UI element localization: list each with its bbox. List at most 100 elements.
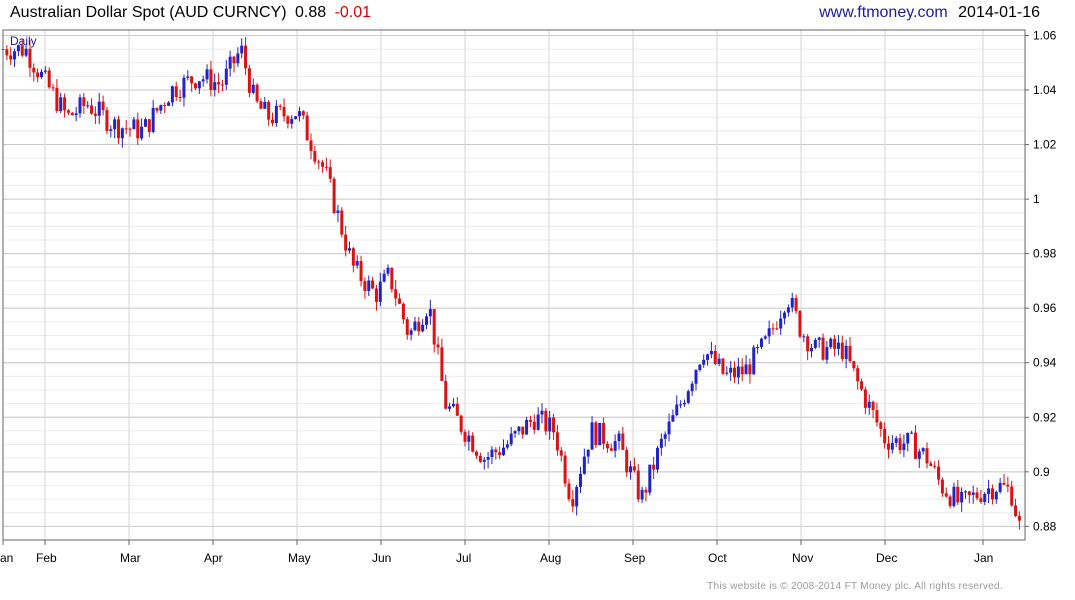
candle-body — [55, 87, 59, 111]
candle-body — [236, 53, 240, 64]
candle-body — [278, 105, 282, 107]
candle-body — [301, 111, 305, 116]
candle-body — [1006, 484, 1010, 487]
candle-body — [898, 438, 902, 451]
candle-body — [671, 415, 675, 422]
chart-date: 2014-01-16 — [958, 4, 1040, 21]
candle-body — [971, 492, 975, 495]
candle-body — [810, 347, 813, 352]
candle-body — [455, 403, 459, 416]
candle-body — [467, 435, 471, 442]
candle-body — [371, 280, 375, 289]
candle-body — [779, 318, 783, 329]
candle-body — [502, 447, 505, 456]
candle-body — [721, 358, 725, 374]
candle-body — [178, 97, 182, 99]
site-link[interactable]: www.ftmoney.com — [819, 4, 948, 21]
candle-body — [217, 82, 221, 85]
candle-body — [78, 97, 82, 114]
candle-body — [151, 107, 155, 132]
candle-body — [783, 312, 787, 319]
candle-body — [432, 309, 436, 345]
chart-header: Australian Dollar Spot (AUD CURNCY) 0.88… — [10, 4, 1040, 28]
candle-body — [140, 126, 144, 139]
candle-body — [509, 433, 513, 445]
candle-body — [324, 166, 328, 168]
x-tick-label: May — [288, 551, 311, 565]
candle-body — [540, 410, 544, 415]
candle-body — [255, 84, 259, 102]
candle-body — [798, 311, 802, 337]
candle-body — [698, 364, 702, 371]
candle-body — [821, 337, 825, 360]
candle-body — [344, 234, 348, 251]
candle-body — [20, 45, 24, 56]
candle-body — [836, 342, 840, 349]
candle-body — [313, 150, 317, 162]
candle-body — [887, 443, 890, 450]
candle-body — [247, 68, 251, 93]
candle-body — [532, 421, 536, 430]
candle-body — [967, 491, 971, 495]
candle-body — [594, 422, 598, 446]
x-tick-label: Feb — [36, 551, 57, 565]
candle-body — [367, 280, 371, 291]
candle-body — [167, 102, 171, 106]
candle-body — [706, 354, 710, 360]
candle-body — [186, 76, 190, 78]
candle-body — [848, 345, 852, 362]
candle-body — [940, 479, 944, 494]
candle-body — [197, 81, 201, 89]
candle-body — [960, 491, 964, 503]
candle-body — [386, 267, 390, 274]
candle-body — [36, 72, 40, 78]
candle-body — [682, 402, 686, 405]
candle-body — [921, 448, 925, 452]
candle-body — [794, 297, 798, 312]
candle-body — [744, 364, 748, 375]
candle-body — [340, 210, 344, 235]
y-tick-label: 0.94 — [1033, 356, 1057, 370]
candle-body — [105, 110, 109, 131]
candle-body — [348, 248, 351, 251]
candle-body — [97, 101, 101, 116]
candle-body — [209, 69, 213, 91]
candle-body — [555, 432, 559, 451]
candle-body — [517, 426, 521, 432]
candle-body — [975, 492, 979, 499]
candle-body — [109, 129, 113, 131]
candle-body — [448, 406, 452, 409]
x-tick-label: Jun — [372, 551, 391, 565]
candle-body — [598, 422, 602, 446]
candle-body — [713, 350, 717, 364]
x-tick-label: Jan — [0, 551, 13, 565]
candle-body — [82, 97, 86, 106]
candle-body — [251, 84, 255, 93]
candle-body — [505, 444, 509, 448]
candle-body — [1017, 516, 1021, 521]
candle-body — [194, 83, 197, 89]
candle-body — [1002, 482, 1006, 485]
candle-body — [93, 113, 97, 116]
candle-body — [998, 482, 1002, 492]
candle-body — [13, 51, 17, 60]
candle-body — [806, 336, 810, 352]
candle-body — [733, 367, 736, 378]
candle-body — [159, 105, 163, 111]
candle-body — [440, 347, 444, 381]
candle-body — [436, 344, 440, 348]
candle-body — [790, 297, 794, 308]
candle-body — [775, 328, 779, 330]
candle-body — [274, 105, 278, 124]
candle-body — [725, 372, 729, 374]
candle-body — [425, 316, 428, 325]
candle-body — [575, 487, 579, 507]
candle-body — [132, 119, 136, 130]
candle-body — [613, 441, 617, 451]
x-tick-label: Jan — [974, 551, 993, 565]
candle-body — [1014, 505, 1018, 517]
candle-body — [767, 328, 771, 337]
candle-body — [390, 267, 394, 290]
candle-body — [883, 428, 887, 444]
